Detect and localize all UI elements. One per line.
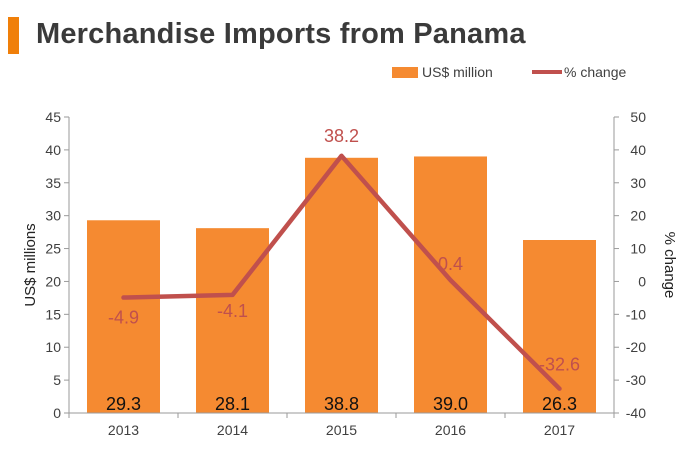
line-data-label-2013: -4.9 (108, 308, 139, 328)
y2-tick-label: 10 (630, 241, 646, 257)
x-tick-label: 2013 (108, 422, 139, 438)
bar-data-label-2015: 38.8 (324, 394, 359, 414)
y2-tick-label: -40 (626, 405, 646, 421)
line-data-label-2014: -4.1 (217, 301, 248, 321)
bar-2015 (305, 157, 378, 413)
x-tick-label: 2014 (217, 422, 248, 438)
bar-data-label-2016: 39.0 (433, 394, 468, 414)
line-data-label-2015: 38.2 (324, 126, 359, 146)
bar-data-label-2014: 28.1 (215, 394, 250, 414)
bar-2016 (414, 156, 487, 413)
line-data-label-2016: 0.4 (438, 254, 463, 274)
y2-tick-label: 50 (630, 109, 646, 125)
legend-label-bar: US$ million (422, 64, 493, 80)
line-data-label-2017: -32.6 (539, 355, 580, 375)
chart-title: Merchandise Imports from Panama (36, 18, 526, 50)
bar-data-label-2013: 29.3 (106, 394, 141, 414)
y2-axis-title: % change (661, 232, 678, 299)
x-tick-label: 2016 (435, 422, 466, 438)
y-tick-label: 20 (45, 273, 61, 289)
y-tick-label: 35 (45, 175, 61, 191)
y2-tick-label: 20 (630, 208, 646, 224)
legend-swatch-line (532, 70, 562, 74)
title-accent-bar (8, 17, 19, 54)
y2-tick-label: -20 (626, 339, 646, 355)
y-tick-label: 25 (45, 241, 61, 257)
legend-item-bar: US$ million (392, 64, 493, 80)
y-tick-label: 40 (45, 142, 61, 158)
legend-swatch-bar (392, 66, 418, 78)
legend-label-line: % change (564, 64, 627, 80)
y2-tick-label: 40 (630, 142, 646, 158)
legend-item-line: % change (532, 64, 626, 80)
y2-tick-label: -30 (626, 372, 646, 388)
bar-data-label-2017: 26.3 (542, 394, 577, 414)
y2-tick-label: 0 (638, 273, 646, 289)
x-tick-label: 2015 (326, 422, 357, 438)
x-tick-label: 2017 (544, 422, 575, 438)
y-tick-label: 30 (45, 208, 61, 224)
y2-tick-label: 30 (630, 175, 646, 191)
y-tick-label: 5 (53, 372, 61, 388)
bar-2014 (196, 228, 269, 413)
y-tick-label: 0 (53, 405, 61, 421)
y-tick-label: 15 (45, 306, 61, 322)
y-tick-label: 10 (45, 339, 61, 355)
bar-2013 (87, 220, 160, 413)
y2-tick-label: -10 (626, 306, 646, 322)
bar-2017 (523, 240, 596, 413)
y-tick-label: 45 (45, 109, 61, 125)
y-axis-title: US$ millions (22, 223, 39, 306)
